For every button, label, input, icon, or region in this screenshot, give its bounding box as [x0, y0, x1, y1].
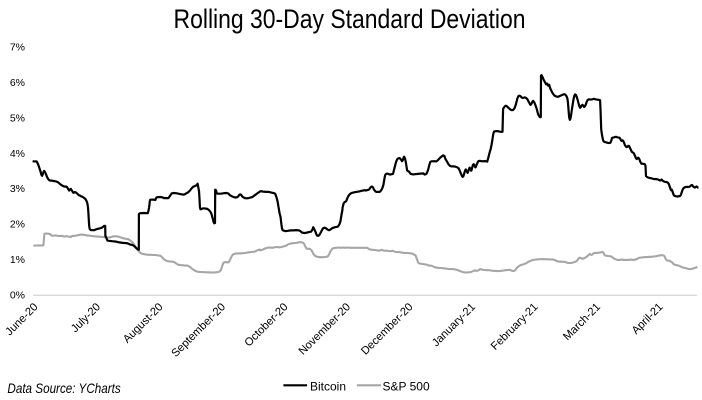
svg-text:3%: 3%: [10, 183, 25, 195]
svg-text:6%: 6%: [10, 77, 25, 89]
svg-text:S&P 500: S&P 500: [383, 379, 430, 393]
svg-text:Rolling 30-Day Standard Deviat: Rolling 30-Day Standard Deviation: [174, 4, 526, 34]
svg-text:1%: 1%: [10, 254, 25, 266]
svg-text:2%: 2%: [10, 219, 25, 231]
svg-text:5%: 5%: [10, 112, 25, 124]
svg-text:Data Source: YCharts: Data Source: YCharts: [7, 380, 121, 396]
svg-text:7%: 7%: [10, 41, 25, 53]
svg-text:4%: 4%: [10, 148, 25, 160]
svg-text:0%: 0%: [10, 290, 25, 302]
svg-text:Bitcoin: Bitcoin: [310, 379, 346, 393]
